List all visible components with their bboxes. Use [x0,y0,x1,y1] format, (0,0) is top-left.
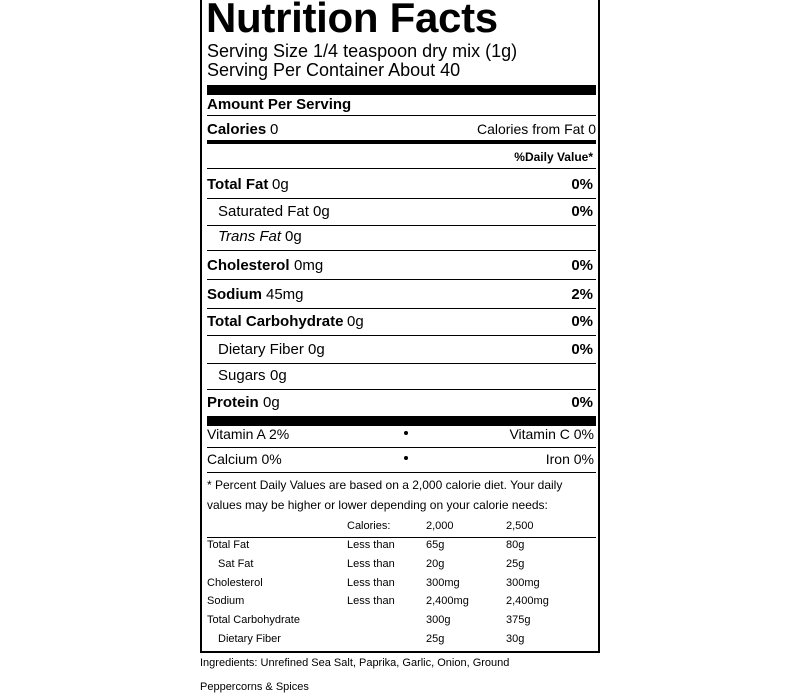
divider [207,168,596,169]
reference-limit: Less than [347,594,395,607]
nutrient-amount: 0g [263,393,280,411]
reference-2000: 300mg [426,576,460,589]
reference-name: Sat Fat [218,557,254,570]
reference-2000: 2,400mg [426,594,469,607]
reference-2000: 25g [426,632,445,645]
separator-dot [404,456,408,460]
divider [207,537,596,538]
reference-2000: 20g [426,557,445,570]
title: Nutrition Facts [206,0,498,41]
reference-header: 2,500 [506,519,534,532]
nutrient-amount: 0g [308,340,325,358]
vitamin-right: Vitamin C 0% [509,426,594,443]
nutrient-label: Sugars [218,366,266,384]
divider [207,447,596,448]
reference-2500: 25g [506,557,525,570]
ingredients: Ingredients: Unrefined Sea Salt, Paprika… [200,656,510,669]
nutrient-label: Sodium [207,285,262,303]
nutrient-daily-value: 0% [571,202,593,220]
nutrient-daily-value: 2% [571,285,593,303]
separator-dot [404,431,408,435]
reference-header: 2,000 [426,519,454,532]
reference-name: Dietary Fiber [218,632,281,645]
nutrient-daily-value: 0% [571,312,593,330]
divider [207,198,596,199]
nutrient-daily-value: 0% [571,393,593,411]
nutrient-amount: 0g [313,202,330,220]
nutrition-label [200,0,600,653]
footnote: values may be higher or lower depending … [207,498,548,513]
divider [207,85,596,95]
reference-2500: 30g [506,632,525,645]
nutrient-label: Total Fat [207,175,269,193]
nutrient-label: Saturated Fat [218,202,309,220]
nutrient-daily-value: 0% [571,340,593,358]
vitamin-right: Iron 0% [545,451,594,468]
reference-2000: 65g [426,538,445,551]
reference-name: Total Fat [207,538,250,551]
reference-header: Calories: [347,519,391,532]
nutrient-amount: 0g [347,312,364,330]
divider [207,472,596,473]
vitamin-left: Calcium 0% [207,451,282,468]
nutrient-label: Trans Fat [218,227,282,245]
nutrient-amount: 0g [285,227,302,245]
reference-2500: 80g [506,538,525,551]
nutrient-amount: 0mg [294,256,324,274]
reference-2500: 375g [506,613,531,626]
divider [207,140,596,144]
reference-2500: 2,400mg [506,594,549,607]
reference-2000: 300g [426,613,451,626]
vitamin-left: Vitamin A 2% [207,426,290,443]
divider [207,416,596,426]
reference-name: Cholesterol [207,576,263,589]
divider [207,363,596,364]
divider [207,115,596,116]
servings-per-container: Serving Per Container About 40 [207,60,461,81]
footnote: * Percent Daily Values are based on a 2,… [207,478,563,493]
reference-name: Total Carbohydrate [207,613,300,626]
nutrient-amount: 45mg [266,285,304,303]
divider [207,250,596,251]
serving-size: Serving Size 1/4 teaspoon dry mix (1g) [207,41,518,62]
divider [207,389,596,390]
nutrient-label: Dietary Fiber [218,340,304,358]
divider [207,308,596,309]
reference-name: Sodium [207,594,245,607]
divider [207,225,596,226]
reference-limit: Less than [347,576,395,589]
nutrient-amount: 0g [270,366,287,384]
ingredients: Peppercorns & Spices [200,680,309,693]
nutrient-amount: 0g [272,175,289,193]
calories-label: Calories [207,120,267,138]
nutrient-label: Cholesterol [207,256,290,274]
divider [207,335,596,336]
amount-header: Amount Per Serving [207,95,352,113]
nutrient-daily-value: 0% [571,175,593,193]
reference-2500: 300mg [506,576,540,589]
divider [207,279,596,280]
reference-limit: Less than [347,557,395,570]
calories-value: 0 [270,120,279,138]
nutrient-label: Total Carbohydrate [207,312,344,330]
nutrient-label: Protein [207,393,259,411]
daily-value-header: %Daily Value* [514,150,593,165]
nutrient-daily-value: 0% [571,256,593,274]
reference-limit: Less than [347,538,395,551]
calories-from-fat: Calories from Fat 0 [476,121,596,138]
